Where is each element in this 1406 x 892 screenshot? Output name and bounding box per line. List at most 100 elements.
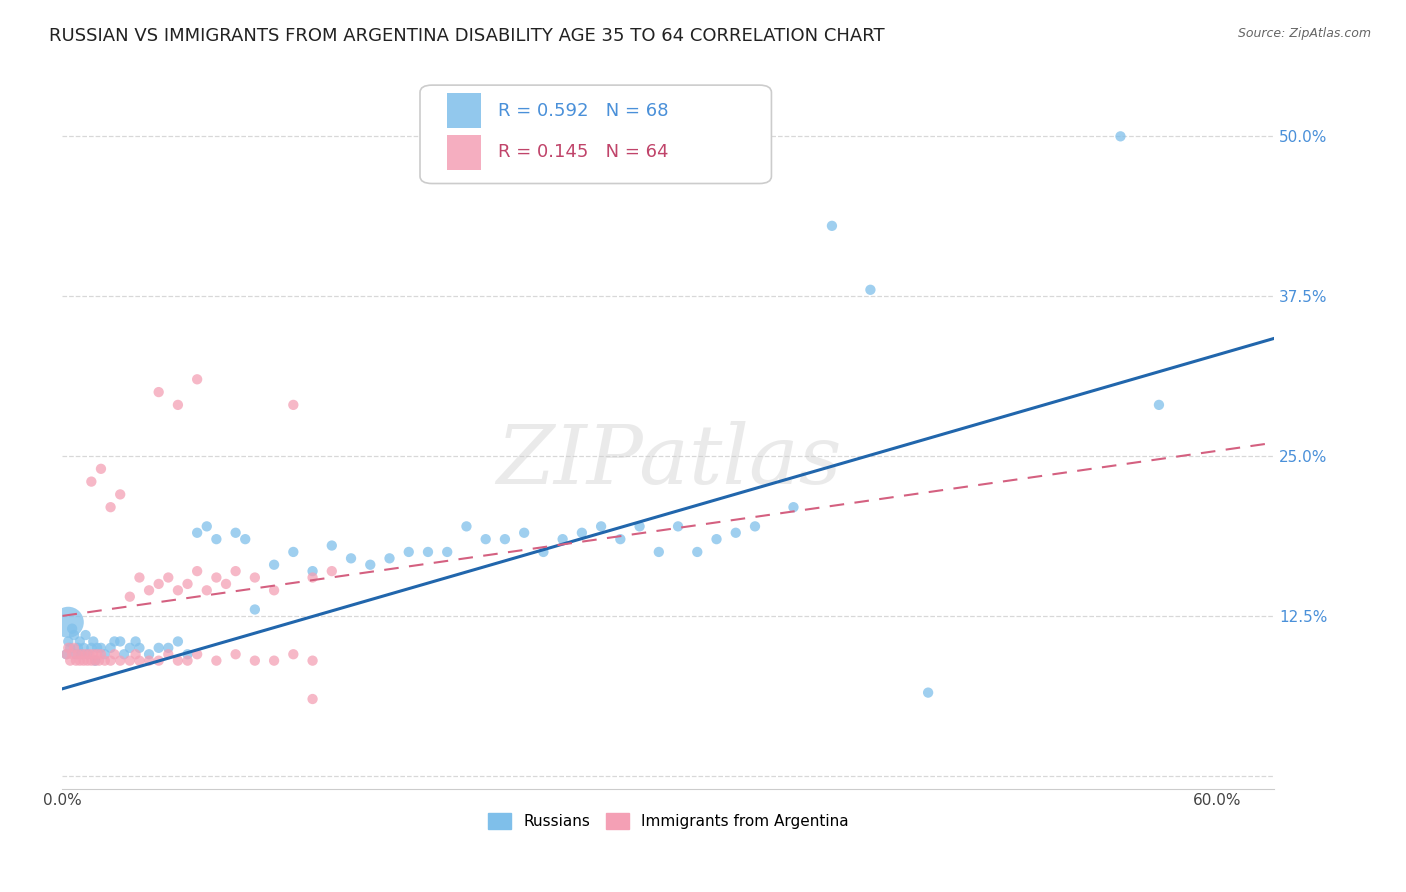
Point xyxy=(243,570,266,584)
Point xyxy=(706,532,728,546)
Point xyxy=(86,647,108,661)
Point xyxy=(263,654,285,668)
Point xyxy=(648,545,671,559)
Point xyxy=(186,564,208,578)
Point xyxy=(225,564,247,578)
FancyBboxPatch shape xyxy=(420,85,772,184)
Point xyxy=(233,532,256,546)
Point xyxy=(128,570,150,584)
Point xyxy=(157,570,180,584)
Point xyxy=(243,654,266,668)
Point xyxy=(100,500,122,515)
Point xyxy=(66,640,89,655)
Point xyxy=(340,551,363,566)
Point xyxy=(69,654,91,668)
Point xyxy=(108,654,131,668)
Point xyxy=(138,583,160,598)
Point xyxy=(66,647,89,661)
Point xyxy=(609,532,631,546)
Point xyxy=(58,640,80,655)
Point xyxy=(55,647,77,661)
Point xyxy=(72,654,94,668)
Point xyxy=(1147,398,1170,412)
Point xyxy=(86,640,108,655)
Point xyxy=(63,628,86,642)
Point xyxy=(59,654,82,668)
Point xyxy=(82,647,104,661)
Point xyxy=(531,545,554,559)
Point xyxy=(148,640,170,655)
Point xyxy=(76,647,98,661)
Point xyxy=(176,654,198,668)
Point xyxy=(167,654,190,668)
Point xyxy=(167,583,190,598)
Point xyxy=(124,634,146,648)
Point xyxy=(75,628,97,642)
Point xyxy=(55,647,77,661)
Point xyxy=(195,583,218,598)
Point xyxy=(551,532,574,546)
Point xyxy=(90,640,112,655)
Point xyxy=(215,577,238,591)
Point xyxy=(100,640,122,655)
Point xyxy=(301,564,323,578)
Point xyxy=(87,654,110,668)
Point xyxy=(243,602,266,616)
Point xyxy=(186,647,208,661)
Point xyxy=(108,487,131,501)
Point xyxy=(138,654,160,668)
Point xyxy=(821,219,844,233)
Point xyxy=(80,475,103,489)
Point xyxy=(90,462,112,476)
Point xyxy=(859,283,882,297)
Point xyxy=(118,654,141,668)
Point xyxy=(416,545,439,559)
Point xyxy=(108,634,131,648)
Point xyxy=(128,640,150,655)
Point xyxy=(148,654,170,668)
Point xyxy=(70,647,93,661)
Text: Source: ZipAtlas.com: Source: ZipAtlas.com xyxy=(1237,27,1371,40)
Point xyxy=(112,647,135,661)
Point xyxy=(225,525,247,540)
Point xyxy=(58,634,80,648)
Point xyxy=(118,590,141,604)
Point xyxy=(378,551,401,566)
Point xyxy=(60,647,83,661)
Point xyxy=(128,654,150,668)
Point xyxy=(58,615,80,630)
Point xyxy=(167,398,190,412)
Point xyxy=(100,654,122,668)
Point xyxy=(359,558,381,572)
Point xyxy=(80,654,103,668)
Point xyxy=(138,647,160,661)
Point xyxy=(917,685,939,699)
Bar xyxy=(447,93,481,128)
Point xyxy=(59,640,82,655)
Point xyxy=(80,640,103,655)
Point xyxy=(283,398,305,412)
Point xyxy=(436,545,458,559)
Point xyxy=(94,654,117,668)
Point xyxy=(263,583,285,598)
Point xyxy=(118,640,141,655)
Point xyxy=(686,545,709,559)
Point xyxy=(628,519,651,533)
Point xyxy=(321,564,343,578)
Point xyxy=(186,525,208,540)
Point xyxy=(60,622,83,636)
Point xyxy=(205,570,228,584)
Point xyxy=(79,647,101,661)
Point xyxy=(103,647,125,661)
Point xyxy=(75,647,97,661)
Point xyxy=(283,545,305,559)
Point xyxy=(301,570,323,584)
Point xyxy=(724,525,747,540)
Point xyxy=(666,519,689,533)
Point xyxy=(94,647,117,661)
Point xyxy=(157,647,180,661)
Point xyxy=(494,532,516,546)
Point xyxy=(176,647,198,661)
Point xyxy=(456,519,478,533)
Point xyxy=(84,654,107,668)
